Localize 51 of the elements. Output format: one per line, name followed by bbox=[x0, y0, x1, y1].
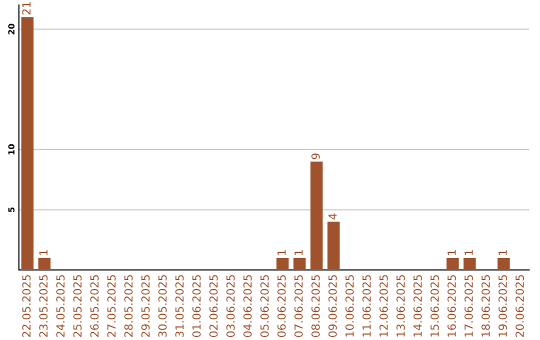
x-tick-label: 11.06.2025 bbox=[362, 275, 371, 337]
data-label: 1 bbox=[278, 250, 286, 255]
data-label: 4 bbox=[328, 214, 337, 220]
x-tick-label: 02.06.2025 bbox=[209, 275, 218, 338]
data-label: 1 bbox=[448, 250, 456, 255]
bar bbox=[38, 258, 51, 270]
x-tick-label: 09.06.2025 bbox=[328, 275, 337, 338]
x-tick-label: 31.05.2025 bbox=[175, 275, 184, 337]
bar bbox=[498, 258, 510, 270]
x-tick-label: 13.06.2025 bbox=[396, 275, 405, 337]
y-tick-label: 10 bbox=[8, 144, 15, 154]
x-tick-label: 29.05.2025 bbox=[141, 275, 150, 337]
bar bbox=[21, 17, 34, 270]
x-tick-label: 05.06.2025 bbox=[260, 275, 269, 338]
x-tick-label: 27.05.2025 bbox=[107, 275, 116, 337]
x-tick-label: 20.06.2025 bbox=[516, 275, 524, 337]
x-tick-label: 22.05.2025 bbox=[22, 275, 31, 337]
bar bbox=[464, 258, 476, 270]
x-tick-label: 01.06.2025 bbox=[192, 275, 201, 338]
x-tick-label: 23.05.2025 bbox=[39, 275, 48, 337]
x-tick-label: 04.06.2025 bbox=[243, 275, 252, 338]
x-tick-label: 07.06.2025 bbox=[294, 275, 303, 338]
data-label: 1 bbox=[498, 250, 507, 255]
data-label: 9 bbox=[311, 154, 320, 160]
bar bbox=[293, 258, 306, 270]
y-tick-label: 20 bbox=[8, 24, 15, 34]
y-tick-label: 5 bbox=[8, 207, 15, 212]
x-tick-label: 25.05.2025 bbox=[73, 275, 82, 337]
x-tick-label: 10.06.2025 bbox=[345, 275, 354, 337]
data-label: 21 bbox=[22, 2, 30, 15]
x-tick-label: 17.06.2025 bbox=[464, 275, 473, 337]
x-tick-label: 30.05.2025 bbox=[158, 275, 167, 337]
bar bbox=[310, 162, 323, 270]
data-label: 1 bbox=[294, 250, 303, 255]
bar bbox=[327, 222, 340, 270]
x-tick-label: 15.06.2025 bbox=[430, 275, 439, 337]
x-tick-label: 19.06.2025 bbox=[498, 275, 507, 337]
x-tick-label: 26.05.2025 bbox=[90, 275, 99, 337]
x-tick-label: 06.06.2025 bbox=[277, 275, 286, 338]
x-tick-label: 16.06.2025 bbox=[447, 275, 456, 337]
x-tick-label: 12.06.2025 bbox=[379, 275, 388, 337]
x-tick-label: 18.06.2025 bbox=[481, 275, 490, 337]
x-tick-label: 24.05.2025 bbox=[56, 275, 65, 337]
x-tick-label: 03.06.2025 bbox=[226, 275, 235, 338]
x-tick-label: 28.05.2025 bbox=[124, 275, 133, 337]
data-label: 1 bbox=[39, 250, 48, 255]
x-tick-label: 14.06.2025 bbox=[413, 275, 422, 337]
data-label: 1 bbox=[464, 250, 473, 255]
x-tick-label: 08.06.2025 bbox=[311, 275, 320, 338]
bar bbox=[276, 258, 289, 270]
bar bbox=[446, 258, 459, 270]
